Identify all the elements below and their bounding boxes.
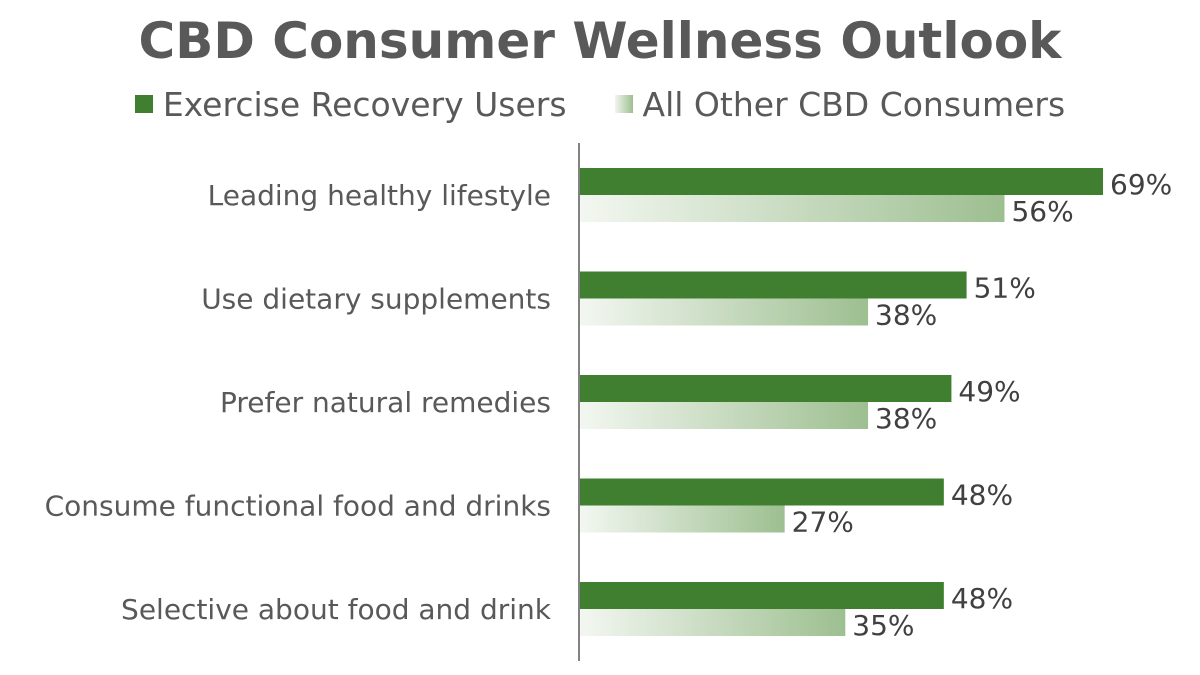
value-label-exercise-recovery-users-selective-about-food-and-drink: 48%	[951, 582, 1013, 615]
bar-all-other-cbd-consumers-use-dietary-supplements	[580, 298, 869, 326]
bar-all-other-cbd-consumers-prefer-natural-remedies	[580, 402, 869, 429]
legend-swatch-all-other	[614, 95, 633, 113]
value-label-exercise-recovery-users-prefer-natural-remedies: 49%	[958, 375, 1020, 408]
chart-title: CBD Consumer Wellness Outlook	[138, 12, 1062, 70]
value-label-exercise-recovery-users-use-dietary-supplements: 51%	[974, 272, 1036, 305]
bar-all-other-cbd-consumers-leading-healthy-lifestyle	[580, 195, 1005, 222]
legend-item-exercise-recovery: Exercise Recovery Users	[134, 84, 567, 124]
category-label-consume-functional-food-and-drinks: Consume functional food and drinks	[45, 490, 551, 523]
bar-all-other-cbd-consumers-consume-functional-food-and-drinks	[580, 505, 785, 533]
value-label-exercise-recovery-users-leading-healthy-lifestyle: 69%	[1110, 168, 1172, 201]
legend-item-all-other: All Other CBD Consumers	[614, 84, 1066, 124]
bar-exercise-recovery-users-consume-functional-food-and-drinks	[580, 478, 944, 506]
bar-exercise-recovery-users-leading-healthy-lifestyle	[580, 168, 1104, 195]
value-label-all-other-cbd-consumers-prefer-natural-remedies: 38%	[875, 402, 937, 435]
value-label-all-other-cbd-consumers-selective-about-food-and-drink: 35%	[852, 609, 914, 642]
bar-exercise-recovery-users-selective-about-food-and-drink	[580, 582, 944, 609]
category-label-prefer-natural-remedies: Prefer natural remedies	[220, 386, 551, 419]
legend: Exercise Recovery Users All Other CBD Co…	[0, 82, 1200, 126]
legend-label-exercise-recovery: Exercise Recovery Users	[162, 84, 567, 124]
value-label-all-other-cbd-consumers-consume-functional-food-and-drinks: 27%	[792, 506, 854, 539]
category-label-use-dietary-supplements: Use dietary supplements	[201, 283, 551, 316]
value-label-all-other-cbd-consumers-use-dietary-supplements: 38%	[875, 299, 937, 332]
category-label-selective-about-food-and-drink: Selective about food and drink	[121, 593, 552, 626]
bar-exercise-recovery-users-prefer-natural-remedies	[580, 375, 952, 402]
bar-all-other-cbd-consumers-selective-about-food-and-drink	[580, 609, 846, 636]
legend-label-all-other: All Other CBD Consumers	[642, 84, 1066, 124]
category-label-leading-healthy-lifestyle: Leading healthy lifestyle	[208, 179, 551, 212]
legend-swatch-exercise-recovery	[134, 95, 153, 113]
bar-exercise-recovery-users-use-dietary-supplements	[580, 271, 967, 299]
value-label-all-other-cbd-consumers-leading-healthy-lifestyle: 56%	[1011, 195, 1073, 228]
value-label-exercise-recovery-users-consume-functional-food-and-drinks: 48%	[951, 479, 1013, 512]
